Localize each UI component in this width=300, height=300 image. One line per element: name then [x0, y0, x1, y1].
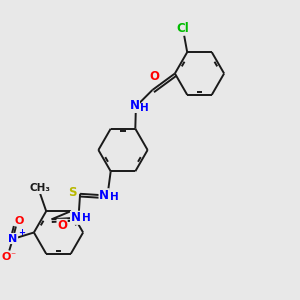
Text: O: O	[149, 70, 159, 83]
Text: O: O	[57, 219, 67, 232]
Text: S: S	[68, 186, 77, 199]
Text: +: +	[18, 228, 25, 237]
Text: O: O	[2, 252, 11, 262]
Text: O: O	[14, 215, 24, 226]
Text: H: H	[82, 213, 91, 223]
Text: N: N	[70, 211, 81, 224]
Text: CH₃: CH₃	[30, 183, 51, 194]
Text: N: N	[99, 189, 109, 202]
Text: H: H	[140, 103, 149, 113]
Text: Cl: Cl	[176, 22, 189, 35]
Text: ⁻: ⁻	[11, 251, 16, 261]
Text: H: H	[110, 192, 119, 202]
Text: N: N	[129, 99, 140, 112]
Text: N: N	[8, 233, 17, 244]
